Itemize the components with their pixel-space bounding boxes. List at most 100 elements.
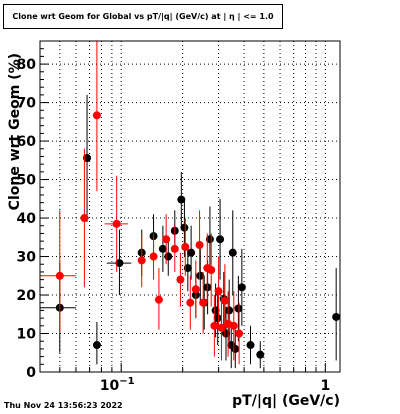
marker — [115, 259, 124, 268]
marker — [92, 341, 101, 350]
data-point — [229, 291, 238, 361]
marker — [187, 248, 196, 257]
marker — [237, 283, 246, 292]
data-point — [186, 275, 195, 330]
marker — [229, 321, 238, 330]
marker — [214, 287, 223, 296]
marker — [170, 244, 179, 253]
data-point — [162, 214, 171, 265]
marker — [210, 321, 219, 330]
y-tick-label: 50 — [17, 173, 37, 189]
marker — [186, 298, 195, 307]
series-layer — [40, 41, 341, 369]
data-point — [213, 291, 222, 346]
x-axis-label: pT/|q| (GeV/c) — [232, 393, 340, 409]
marker — [177, 195, 186, 204]
data-point — [177, 171, 186, 230]
marker — [228, 248, 237, 257]
marker — [205, 235, 214, 244]
y-tick-label: 20 — [17, 288, 37, 304]
data-point — [191, 260, 200, 319]
data-point — [210, 295, 219, 357]
marker — [195, 240, 204, 249]
data-point — [256, 341, 265, 369]
data-point — [332, 268, 341, 361]
y-tick-label: 80 — [17, 57, 37, 73]
data-point — [104, 175, 129, 272]
data-point — [207, 233, 216, 307]
marker — [216, 235, 225, 244]
marker — [137, 256, 146, 265]
data-point — [137, 233, 146, 288]
chart-title-box: Clone wrt Geom for Global vs pT/|q| (GeV… — [3, 4, 283, 29]
marker — [213, 314, 222, 323]
marker — [92, 111, 101, 120]
y-tick-label: 70 — [17, 96, 37, 112]
marker — [162, 235, 171, 244]
data-point — [170, 225, 179, 272]
x-tick-label: 1 — [320, 378, 330, 394]
axis-layer: 0 10 20 30 40 50 60 70 80 10−1 1 — [17, 40, 330, 394]
data-point — [40, 210, 76, 334]
data-point — [231, 329, 240, 369]
plot-frame — [39, 40, 341, 373]
y-tick-label: 10 — [17, 327, 37, 343]
data-point — [196, 248, 205, 303]
marker — [158, 244, 167, 253]
timestamp: Thu Nov 24 13:56:23 2022 — [4, 401, 123, 410]
data-point — [158, 225, 167, 272]
data-point — [216, 198, 225, 280]
marker — [234, 304, 243, 313]
data-point — [106, 229, 132, 296]
y-tick-label: 0 — [26, 365, 36, 381]
marker — [80, 214, 89, 223]
marker — [55, 271, 64, 280]
data-point — [217, 295, 226, 361]
chart-title: Clone wrt Geom for Global vs pT/|q| (GeV… — [12, 12, 274, 21]
data-point — [149, 233, 158, 280]
data-point — [228, 210, 237, 296]
marker — [199, 298, 208, 307]
data-point — [235, 302, 244, 365]
marker — [180, 223, 189, 232]
data-point — [246, 325, 255, 365]
data-point — [80, 148, 89, 288]
marker — [112, 219, 121, 228]
marker — [231, 344, 240, 353]
marker — [220, 296, 229, 305]
data-point — [176, 252, 185, 307]
data-point — [225, 279, 234, 342]
marker — [191, 285, 200, 294]
x-tick-label: 10−1 — [100, 376, 135, 394]
marker — [225, 306, 234, 315]
y-tick-label: 40 — [17, 211, 37, 227]
marker — [235, 329, 244, 338]
data-point — [154, 268, 163, 330]
data-point — [187, 225, 196, 280]
y-axis-label: Clone wrt Geom (%) — [7, 53, 23, 210]
marker — [217, 323, 226, 332]
data-point — [92, 321, 101, 365]
data-point — [195, 210, 204, 280]
y-tick-label: 30 — [17, 250, 37, 266]
marker — [256, 350, 265, 359]
data-point — [92, 41, 101, 192]
data-point — [205, 206, 214, 272]
marker — [154, 295, 163, 304]
data-point — [199, 271, 208, 334]
marker — [164, 252, 173, 261]
marker — [181, 242, 190, 251]
marker — [149, 252, 158, 261]
marker — [183, 264, 192, 273]
y-tick-label: 60 — [17, 134, 37, 150]
data-point — [83, 94, 92, 222]
data-point — [181, 218, 190, 276]
marker — [83, 154, 92, 163]
marker — [207, 266, 216, 275]
data-point — [237, 248, 246, 326]
marker — [196, 271, 205, 280]
marker — [176, 275, 185, 284]
marker — [332, 312, 341, 321]
data-point — [214, 256, 223, 326]
